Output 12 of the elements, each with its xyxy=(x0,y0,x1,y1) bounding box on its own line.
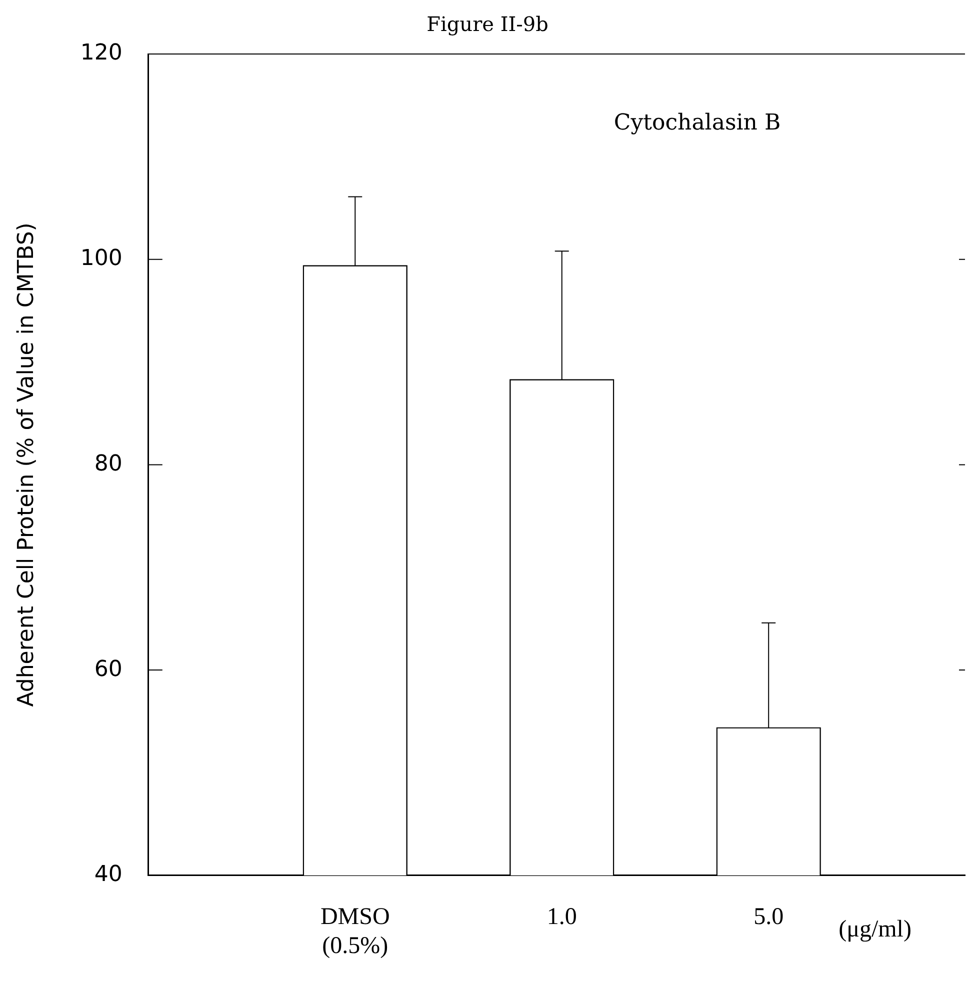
y-tick-label: 60 xyxy=(94,656,122,682)
y-axis-title: Adherent Cell Protein (% of Value in CMTBS) xyxy=(14,222,39,707)
x-tick-label: 5.0 xyxy=(754,904,784,930)
x-axis-title: (μg/ml) xyxy=(838,916,912,943)
y-tick-label: 100 xyxy=(80,246,122,272)
y-tick-label: 40 xyxy=(94,862,122,888)
y-tick-label: 80 xyxy=(94,451,122,476)
x-tick-label: DMSO (0.5%) xyxy=(320,904,390,959)
x-tick-label: 1.0 xyxy=(546,904,577,930)
annotation: Cytochalasin B xyxy=(614,110,781,136)
y-tick-label: 120 xyxy=(80,40,122,66)
chart-title: Figure II-9b xyxy=(426,12,548,36)
